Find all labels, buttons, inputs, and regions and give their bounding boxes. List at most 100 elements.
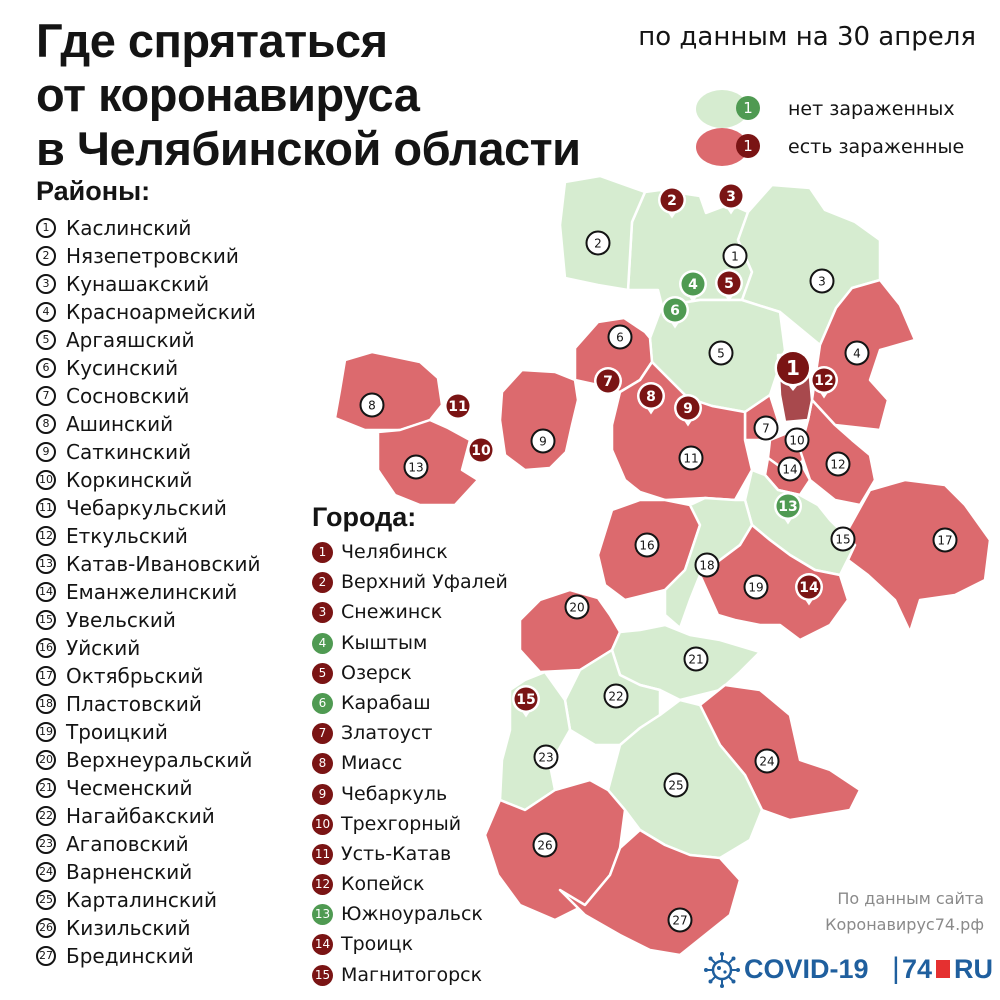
district-name: Варненский: [66, 860, 193, 884]
district-marker-2: 2: [585, 230, 611, 256]
district-number: 20: [36, 750, 56, 770]
svg-text:22: 22: [608, 690, 623, 704]
city-name: Троицк: [341, 933, 414, 956]
city-name: Трехгорный: [341, 812, 462, 835]
svg-text:13: 13: [408, 461, 423, 475]
city-number-badge: 7: [312, 723, 333, 745]
district-number: 17: [36, 666, 56, 686]
title-line: Где спрятаться: [36, 14, 388, 67]
svg-text:19: 19: [748, 581, 763, 595]
city-pin-6[interactable]: 6: [661, 296, 689, 329]
city-pin-7[interactable]: 7: [594, 367, 622, 400]
district-number: 15: [36, 610, 56, 630]
city-name: Озерск: [341, 661, 412, 684]
svg-text:27: 27: [672, 914, 687, 928]
district-number: 26: [36, 918, 56, 938]
svg-text:4: 4: [853, 347, 861, 361]
district-marker-9: 9: [530, 428, 556, 454]
svg-text:15: 15: [516, 692, 535, 708]
city-pin-3[interactable]: 3: [717, 182, 745, 215]
city-pin-14[interactable]: 14: [795, 573, 823, 606]
legend-label-clean: нет зараженных: [788, 98, 955, 120]
svg-text:11: 11: [683, 452, 698, 466]
title-line: от коронавируса: [36, 68, 420, 121]
city-name: Кыштым: [341, 631, 428, 654]
city-pin-11[interactable]: 11: [444, 392, 472, 425]
svg-text:16: 16: [639, 539, 654, 553]
city-name: Златоуст: [341, 722, 433, 745]
district-name: Катав-Ивановский: [66, 552, 261, 576]
district-marker-5: 5: [708, 340, 734, 366]
district-marker-15: 15: [830, 526, 856, 552]
city-name: Усть-Катав: [341, 842, 452, 865]
district-number: 27: [36, 946, 56, 966]
svg-text:2: 2: [667, 193, 677, 209]
city-pin-2[interactable]: 2: [658, 186, 686, 219]
district-number: 16: [36, 638, 56, 658]
district-region-27[interactable]: [558, 828, 742, 957]
district-number: 7: [36, 386, 56, 406]
svg-text:6: 6: [616, 331, 624, 345]
city-pin-1[interactable]: 1: [774, 349, 812, 392]
district-name: Пластовский: [66, 692, 202, 716]
city-pin-9[interactable]: 9: [674, 394, 702, 427]
district-marker-18: 18: [694, 552, 720, 578]
district-number: 8: [36, 414, 56, 434]
district-marker-10: 10: [784, 427, 810, 453]
source-link[interactable]: Коронавирус74.рф: [825, 915, 984, 934]
district-name: Кизильский: [66, 916, 191, 940]
district-marker-3: 3: [809, 268, 835, 294]
city-pin-10[interactable]: 10: [467, 436, 495, 469]
city-pin-8[interactable]: 8: [637, 382, 665, 415]
district-marker-7: 7: [753, 415, 779, 441]
district-region-9[interactable]: [498, 368, 580, 472]
district-name: Октябрьский: [66, 664, 204, 688]
district-number: 3: [36, 274, 56, 294]
city-number-badge: 12: [312, 874, 333, 896]
district-marker-8: 8: [359, 392, 385, 418]
district-marker-21: 21: [683, 646, 709, 672]
district-region-19[interactable]: [698, 523, 850, 642]
district-marker-22: 22: [603, 683, 629, 709]
district-number: 4: [36, 302, 56, 322]
city-number-badge: 8: [312, 753, 333, 775]
district-marker-17: 17: [932, 527, 958, 553]
svg-text:17: 17: [937, 534, 952, 548]
svg-text:2: 2: [594, 237, 602, 251]
city-pin-5[interactable]: 5: [715, 269, 743, 302]
cities-heading: Города:: [312, 502, 417, 532]
district-region-13[interactable]: [376, 418, 480, 507]
page-title: Где спрятаться от коронавируса в Челябин…: [36, 14, 581, 176]
svg-text:8: 8: [368, 399, 376, 413]
map-regions: [333, 174, 992, 957]
svg-text:7: 7: [762, 422, 770, 436]
district-name: Коркинский: [66, 468, 193, 492]
city-pin-4[interactable]: 4: [679, 270, 707, 303]
city-number-badge: 5: [312, 662, 333, 684]
svg-text:6: 6: [670, 303, 680, 319]
city-number-badge: 11: [312, 843, 333, 865]
svg-text:20: 20: [569, 601, 584, 615]
district-region-17[interactable]: [843, 478, 992, 634]
legend-item-clean: 1 нет зараженных: [696, 90, 996, 132]
district-marker-27: 27: [667, 907, 693, 933]
city-pin-15[interactable]: 15: [512, 685, 540, 718]
city-number-badge: 4: [312, 632, 333, 654]
district-number: 10: [36, 470, 56, 490]
svg-text:5: 5: [717, 347, 725, 361]
district-region-8[interactable]: [333, 350, 444, 432]
district-number: 5: [36, 330, 56, 350]
district-name: Каслинский: [66, 216, 192, 240]
city-pin-12[interactable]: 12: [810, 366, 838, 399]
district-number: 1: [36, 218, 56, 238]
title-line: в Челябинской области: [36, 122, 581, 175]
city-pin-13[interactable]: 13: [774, 492, 802, 525]
svg-text:8: 8: [646, 389, 656, 405]
district-number: 11: [36, 498, 56, 518]
district-number: 12: [36, 526, 56, 546]
district-name: Сосновский: [66, 384, 190, 408]
svg-text:7: 7: [603, 374, 613, 390]
city-number-badge: 2: [312, 572, 333, 594]
brand-logo[interactable]: COVID-19 | 74 RU: [704, 948, 994, 992]
